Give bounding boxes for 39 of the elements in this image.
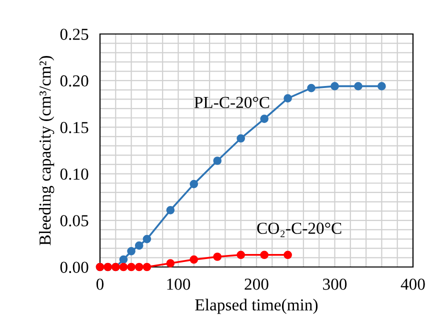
- point: [284, 250, 292, 260]
- y-tick-label: 0.05: [60, 215, 88, 226]
- point: [134, 241, 144, 250]
- point: [354, 82, 362, 90]
- x-tick-label: 200: [244, 278, 268, 290]
- series-label: PL-C-20°C: [194, 96, 270, 108]
- point: [190, 255, 198, 264]
- point: [142, 262, 152, 272]
- point: [166, 259, 175, 268]
- y-tick-label: 0.00: [60, 262, 88, 274]
- point: [236, 134, 246, 143]
- point: [127, 246, 136, 256]
- point: [213, 156, 222, 165]
- x-axis-title: Elapsed time(min): [195, 298, 318, 314]
- point: [284, 94, 292, 102]
- series-label: CO₂-C-20°C: [257, 222, 342, 238]
- point: [236, 250, 246, 260]
- point: [213, 252, 222, 261]
- x-tick-label: 100: [167, 278, 190, 290]
- point: [134, 262, 144, 272]
- point: [166, 206, 175, 214]
- point: [260, 250, 268, 260]
- point: [378, 82, 386, 90]
- point: [330, 82, 339, 90]
- point: [127, 262, 136, 272]
- y-tick-label: 0.10: [60, 168, 88, 180]
- point: [142, 234, 152, 244]
- point: [190, 180, 198, 188]
- y-tick-label: 0.20: [60, 75, 88, 87]
- x-tick-label: 300: [323, 278, 347, 290]
- y-axis-title: Bleeding capacity (cm³/cm²): [39, 56, 54, 246]
- y-tick-label: 0.15: [60, 122, 88, 134]
- point: [119, 262, 128, 272]
- point: [260, 114, 268, 123]
- x-tick-label: 400: [400, 278, 425, 290]
- point: [119, 255, 128, 264]
- point: [307, 84, 316, 92]
- x-tick-label: 0: [96, 278, 104, 290]
- y-tick-label: 0.25: [60, 28, 88, 40]
